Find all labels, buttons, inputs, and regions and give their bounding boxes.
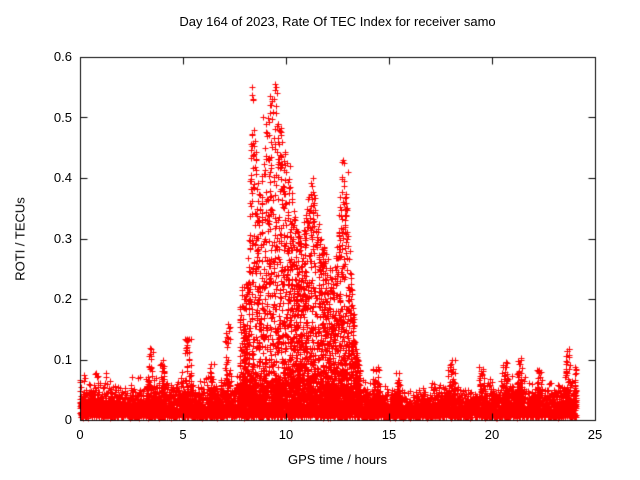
y-tick-label-0.1: 0.1 xyxy=(53,351,72,367)
y-tick-label-0.2: 0.2 xyxy=(53,291,72,306)
x-tick-label-10: 10 xyxy=(278,427,294,442)
x-tick-label-5: 5 xyxy=(179,427,187,442)
x-tick-label-25: 25 xyxy=(587,427,603,442)
x-tick-label-0: 0 xyxy=(76,427,84,442)
chart-title: Day 164 of 2023, Rate Of TEC Index for r… xyxy=(179,14,496,29)
x-tick-label-20: 20 xyxy=(484,427,500,442)
y-tick-label-0.5: 0.5 xyxy=(53,109,72,125)
y-tick-label-0: 0 xyxy=(64,412,72,427)
x-axis-label: GPS time / hours xyxy=(288,452,387,467)
y-tick-label-0.4: 0.4 xyxy=(53,170,72,185)
y-tick-label-0.6: 0.6 xyxy=(53,49,72,64)
y-tick-label-0.3: 0.3 xyxy=(53,230,72,246)
x-tick-label-15: 15 xyxy=(381,427,397,442)
